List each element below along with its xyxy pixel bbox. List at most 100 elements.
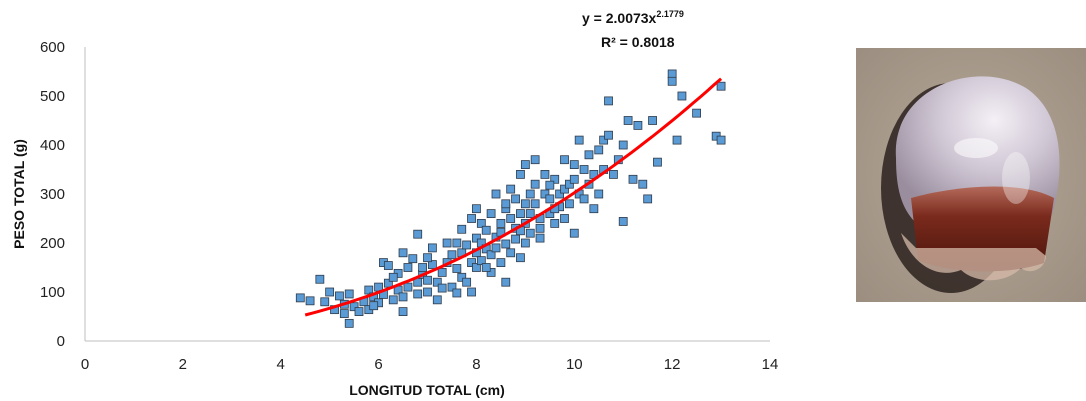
data-point xyxy=(579,194,589,204)
data-point xyxy=(545,194,555,204)
data-point xyxy=(295,293,305,303)
data-point xyxy=(530,155,540,165)
data-point xyxy=(540,189,550,199)
x-tick-labels: 0 2 4 6 8 10 12 14 xyxy=(81,356,779,373)
data-point xyxy=(305,296,315,306)
jellyfish-photo xyxy=(856,48,1086,302)
data-point xyxy=(388,272,398,282)
data-point xyxy=(623,116,633,125)
data-point xyxy=(716,81,726,91)
data-point xyxy=(447,250,457,260)
data-point xyxy=(476,218,486,228)
data-point xyxy=(476,256,486,266)
data-point xyxy=(403,282,413,292)
data-point xyxy=(516,253,525,263)
r-squared-label: R² = 0.8018 xyxy=(601,34,675,50)
data-point xyxy=(486,267,496,277)
data-point xyxy=(398,292,408,302)
data-point xyxy=(506,214,516,223)
data-point xyxy=(516,209,525,219)
y-axis-title: PESO TOTAL (g) xyxy=(11,139,27,249)
data-point xyxy=(535,233,545,243)
data-point xyxy=(437,267,447,277)
data-point xyxy=(516,169,525,179)
data-point xyxy=(496,218,506,228)
x-tick-label: 10 xyxy=(566,356,583,373)
data-point xyxy=(569,174,579,184)
data-point xyxy=(501,199,511,209)
data-point xyxy=(486,250,496,260)
data-point xyxy=(574,135,584,145)
data-point xyxy=(403,263,413,272)
data-point xyxy=(437,283,447,293)
data-point xyxy=(594,189,604,199)
data-point xyxy=(525,209,535,219)
data-point xyxy=(432,295,442,305)
y-tick-label: 100 xyxy=(40,284,65,301)
data-point xyxy=(423,287,432,297)
data-point xyxy=(462,240,472,250)
data-point xyxy=(618,217,628,226)
data-point xyxy=(457,224,467,234)
data-point xyxy=(506,184,516,194)
data-point xyxy=(491,189,501,199)
data-point xyxy=(472,204,481,214)
data-point xyxy=(511,194,520,204)
data-point xyxy=(560,155,569,165)
data-point xyxy=(633,121,643,130)
data-point xyxy=(716,135,726,145)
data-point xyxy=(579,165,589,174)
data-point xyxy=(408,254,418,264)
y-tick-labels: 0 100 200 300 400 500 600 xyxy=(40,39,65,350)
data-point xyxy=(672,135,682,145)
data-point xyxy=(423,275,432,285)
data-point xyxy=(472,233,481,243)
x-tick-label: 8 xyxy=(472,356,480,373)
data-point xyxy=(520,199,530,209)
data-point xyxy=(452,288,462,298)
data-point xyxy=(550,218,560,228)
trendline xyxy=(304,77,723,317)
data-point xyxy=(354,307,364,317)
x-tick-label: 2 xyxy=(179,356,187,373)
data-point xyxy=(560,184,569,194)
x-axis-title: LONGITUD TOTAL (cm) xyxy=(349,382,505,398)
data-point xyxy=(506,248,516,258)
y-tick-label: 500 xyxy=(40,88,65,105)
data-point xyxy=(530,179,540,189)
data-point xyxy=(447,282,457,292)
data-point xyxy=(643,194,653,204)
data-point xyxy=(467,258,476,268)
data-point xyxy=(467,287,476,297)
data-point xyxy=(648,116,657,125)
data-point xyxy=(564,179,574,189)
data-point xyxy=(569,228,579,238)
data-point xyxy=(472,263,481,272)
equation-label: y = 2.0073x2.1779 xyxy=(582,9,684,26)
data-point xyxy=(364,285,374,295)
data-point xyxy=(520,160,530,170)
data-point xyxy=(339,309,349,318)
x-tick-label: 4 xyxy=(277,356,285,373)
data-point xyxy=(550,174,560,184)
data-point xyxy=(427,243,437,253)
data-point xyxy=(511,234,520,244)
data-point xyxy=(432,277,442,287)
data-point xyxy=(604,96,613,106)
data-point xyxy=(609,169,618,179)
data-point xyxy=(564,199,574,209)
data-point xyxy=(320,297,330,307)
data-point xyxy=(369,301,379,311)
data-point xyxy=(599,135,609,145)
data-point xyxy=(569,160,579,170)
data-point xyxy=(325,287,335,297)
data-point xyxy=(628,174,638,184)
y-tick-label: 200 xyxy=(40,235,65,252)
data-point xyxy=(413,289,423,299)
data-point xyxy=(335,291,344,301)
data-point xyxy=(520,238,530,248)
scatter-chart: 0 2 4 6 8 10 12 14 0 100 200 300 400 500 600 y = 2.00… xyxy=(11,9,779,398)
data-point xyxy=(525,189,535,199)
data-point xyxy=(618,140,628,150)
data-point xyxy=(398,248,408,258)
